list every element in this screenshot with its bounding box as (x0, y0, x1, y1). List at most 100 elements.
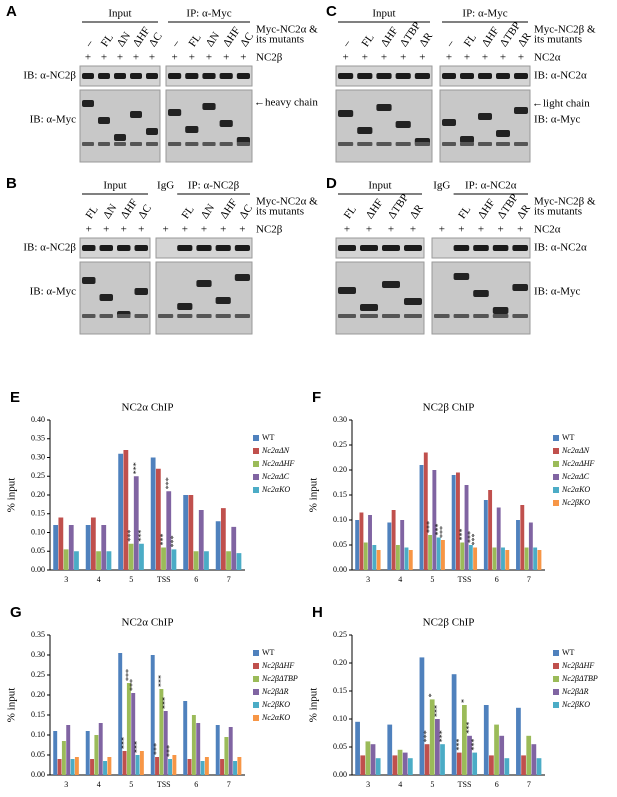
bar (387, 724, 393, 775)
significance: *** (152, 743, 161, 755)
bar (419, 465, 424, 570)
bar (85, 525, 91, 570)
x-tick-label: 6 (495, 780, 499, 789)
bar (360, 755, 366, 775)
band (473, 245, 489, 251)
bar (198, 510, 204, 570)
row-label: Myc-NC2β & (534, 24, 596, 36)
ib-label: IB: α-Myc (534, 114, 581, 126)
y-tick-label: 0.20 (333, 658, 347, 667)
bar (391, 510, 396, 570)
legend-swatch (253, 461, 259, 467)
band (395, 142, 411, 146)
bar (419, 657, 425, 775)
bar (150, 655, 155, 775)
bar (368, 515, 372, 570)
y-tick-label: 0.00 (333, 565, 347, 574)
band (177, 314, 193, 318)
band (98, 73, 110, 79)
y-tick-label: 0.10 (333, 714, 347, 723)
column-header: IP: α-Myc (186, 8, 231, 20)
y-tick-label: 0.25 (333, 440, 347, 449)
x-tick-label: 5 (430, 575, 434, 584)
column-header: Input (368, 180, 391, 192)
bar (101, 525, 107, 570)
band (360, 314, 378, 318)
significance: *** (457, 529, 466, 541)
legend-swatch (553, 676, 559, 682)
band (395, 121, 411, 128)
bar (53, 525, 59, 570)
band (382, 245, 400, 251)
ib-label: IB: α-Myc (534, 286, 581, 298)
band (376, 104, 392, 111)
plus-sign: + (206, 52, 212, 64)
bar (440, 540, 445, 570)
lane-label: ΔC (237, 202, 255, 221)
bar (496, 507, 501, 570)
band (460, 142, 474, 146)
bar (200, 761, 205, 775)
lane-label: ΔR (515, 202, 533, 221)
band (478, 73, 492, 79)
blot-strip (431, 261, 531, 335)
band (514, 107, 528, 114)
band (514, 73, 528, 79)
x-tick-label: TSS (458, 780, 472, 789)
lane-label: ΔHF (379, 25, 401, 49)
bar (57, 759, 62, 775)
significance: *** (156, 675, 165, 687)
band (512, 245, 528, 251)
significance: *** (126, 530, 135, 542)
band (473, 314, 489, 318)
band (99, 314, 113, 318)
bar (504, 758, 510, 775)
bar (408, 550, 413, 570)
bar (537, 550, 542, 570)
legend-label: Nc2αΔHF (261, 459, 295, 468)
bar (492, 547, 497, 570)
band (117, 245, 131, 251)
bar (74, 551, 79, 570)
band (478, 113, 492, 120)
band (82, 314, 96, 318)
band (114, 134, 126, 141)
band (185, 142, 199, 146)
bar (526, 735, 532, 775)
bar (533, 547, 538, 570)
legend-label: Nc2βΔTBP (261, 674, 298, 683)
lane-label: ΔN (115, 30, 133, 49)
legend-swatch (253, 474, 259, 480)
significance: *** (169, 535, 178, 547)
plus-sign: + (220, 224, 226, 236)
blot-strip (79, 261, 151, 335)
bar (233, 761, 238, 775)
bar (464, 485, 469, 570)
bar (85, 731, 90, 775)
legend-swatch (553, 435, 559, 441)
y-axis-label: % input (6, 688, 18, 723)
significance: *** (120, 737, 129, 749)
bar (516, 520, 520, 570)
plus-sign: + (497, 224, 503, 236)
band (146, 142, 158, 146)
bar (135, 755, 140, 775)
bar (355, 721, 360, 775)
bar (400, 520, 405, 570)
row-label: NC2β (256, 52, 283, 64)
band (219, 142, 233, 146)
significance: *** (465, 722, 474, 734)
lane-label: FL (180, 204, 197, 222)
column-header: IP: α-NC2α (465, 180, 517, 192)
bar (118, 653, 123, 775)
ib-label: IB: α-NC2β (23, 70, 76, 82)
band (376, 142, 392, 146)
plus-sign: + (482, 52, 488, 64)
bar (150, 457, 156, 570)
band (114, 73, 126, 79)
significance: *** (434, 524, 443, 536)
y-tick-label: 0.10 (333, 515, 347, 524)
lane-label: ΔR (417, 30, 435, 49)
bar (488, 490, 493, 570)
